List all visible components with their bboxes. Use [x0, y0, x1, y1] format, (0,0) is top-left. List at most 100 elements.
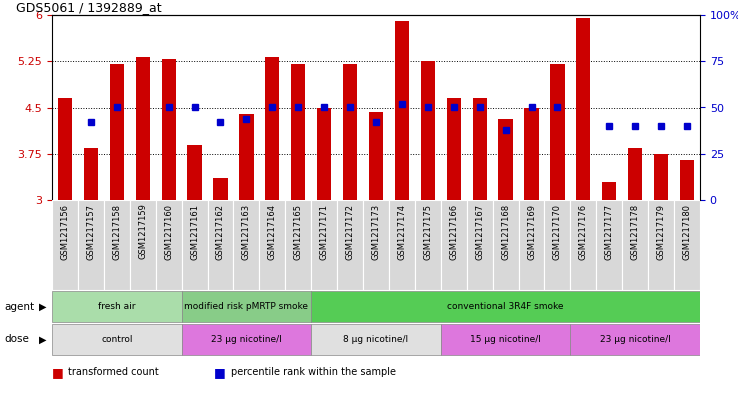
Bar [213, 178, 227, 200]
Text: GSM1217175: GSM1217175 [424, 204, 432, 260]
Bar [311, 200, 337, 290]
Bar [291, 64, 306, 200]
Text: GSM1217179: GSM1217179 [657, 204, 666, 260]
Bar [472, 98, 487, 200]
Text: conventional 3R4F smoke: conventional 3R4F smoke [447, 302, 564, 311]
Text: GSM1217159: GSM1217159 [138, 204, 147, 259]
Text: GSM1217158: GSM1217158 [112, 204, 121, 260]
Bar [545, 200, 570, 290]
Text: GSM1217178: GSM1217178 [631, 204, 640, 260]
Bar [602, 182, 616, 200]
Bar [466, 200, 493, 290]
Bar [52, 324, 182, 354]
Text: GSM1217173: GSM1217173 [371, 204, 381, 260]
Bar [343, 64, 357, 200]
Text: GSM1217180: GSM1217180 [683, 204, 692, 260]
Text: GSM1217160: GSM1217160 [164, 204, 173, 260]
Bar [570, 324, 700, 354]
Text: 15 μg nicotine/l: 15 μg nicotine/l [470, 335, 541, 344]
Text: GSM1217177: GSM1217177 [604, 204, 614, 260]
Bar [162, 59, 176, 200]
Bar [680, 160, 694, 200]
Text: GSM1217171: GSM1217171 [320, 204, 328, 260]
Bar [363, 200, 389, 290]
Text: 8 μg nicotine/l: 8 μg nicotine/l [343, 335, 409, 344]
Bar [648, 200, 674, 290]
Text: GSM1217164: GSM1217164 [268, 204, 277, 260]
Text: ▶: ▶ [38, 301, 46, 312]
Text: GDS5061 / 1392889_at: GDS5061 / 1392889_at [16, 1, 162, 14]
Bar [415, 200, 441, 290]
Text: transformed count: transformed count [68, 367, 159, 377]
Bar [207, 200, 233, 290]
Bar [182, 200, 207, 290]
Bar [110, 64, 124, 200]
Bar [136, 57, 150, 200]
Text: GSM1217156: GSM1217156 [61, 204, 69, 260]
Bar [551, 64, 565, 200]
Bar [421, 61, 435, 200]
Text: ■: ■ [214, 366, 226, 379]
Text: agent: agent [4, 301, 34, 312]
Bar [493, 200, 519, 290]
Bar [239, 114, 254, 200]
Bar [369, 112, 383, 200]
Bar [259, 200, 286, 290]
Bar [389, 200, 415, 290]
Text: 23 μg nicotine/l: 23 μg nicotine/l [600, 335, 671, 344]
Bar [78, 200, 104, 290]
Text: ■: ■ [52, 366, 63, 379]
Text: GSM1217165: GSM1217165 [294, 204, 303, 260]
Text: GSM1217161: GSM1217161 [190, 204, 199, 260]
Text: GSM1217163: GSM1217163 [242, 204, 251, 260]
Bar [576, 18, 590, 200]
Bar [317, 108, 331, 200]
Bar [441, 200, 466, 290]
Text: modified risk pMRTP smoke: modified risk pMRTP smoke [184, 302, 308, 311]
Bar [622, 200, 648, 290]
Bar [311, 324, 441, 354]
Text: ▶: ▶ [38, 334, 46, 345]
Bar [130, 200, 156, 290]
Bar [525, 108, 539, 200]
Text: percentile rank within the sample: percentile rank within the sample [230, 367, 396, 377]
Bar [628, 148, 642, 200]
Text: GSM1217170: GSM1217170 [553, 204, 562, 260]
Bar [654, 154, 668, 200]
Text: dose: dose [4, 334, 29, 345]
Bar [519, 200, 545, 290]
Text: GSM1217176: GSM1217176 [579, 204, 588, 260]
Bar [311, 291, 700, 322]
Bar [441, 324, 570, 354]
Bar [83, 148, 98, 200]
Bar [233, 200, 259, 290]
Bar [265, 57, 280, 200]
Bar [52, 200, 78, 290]
Bar [52, 291, 182, 322]
Text: GSM1217167: GSM1217167 [475, 204, 484, 260]
Bar [104, 200, 130, 290]
Text: GSM1217169: GSM1217169 [527, 204, 536, 260]
Bar [674, 200, 700, 290]
Bar [156, 200, 182, 290]
Bar [337, 200, 363, 290]
Bar [446, 98, 461, 200]
Bar [286, 200, 311, 290]
Text: GSM1217174: GSM1217174 [398, 204, 407, 260]
Bar [187, 145, 201, 200]
Text: GSM1217157: GSM1217157 [86, 204, 95, 260]
Bar [395, 21, 409, 200]
Bar [182, 324, 311, 354]
Text: GSM1217162: GSM1217162 [216, 204, 225, 260]
Bar [570, 200, 596, 290]
Bar [596, 200, 622, 290]
Text: control: control [101, 335, 133, 344]
Text: GSM1217166: GSM1217166 [449, 204, 458, 260]
Text: fresh air: fresh air [98, 302, 136, 311]
Bar [498, 119, 513, 200]
Text: 23 μg nicotine/l: 23 μg nicotine/l [211, 335, 282, 344]
Text: GSM1217168: GSM1217168 [501, 204, 510, 260]
Bar [58, 98, 72, 200]
Bar [182, 291, 311, 322]
Text: GSM1217172: GSM1217172 [345, 204, 354, 260]
